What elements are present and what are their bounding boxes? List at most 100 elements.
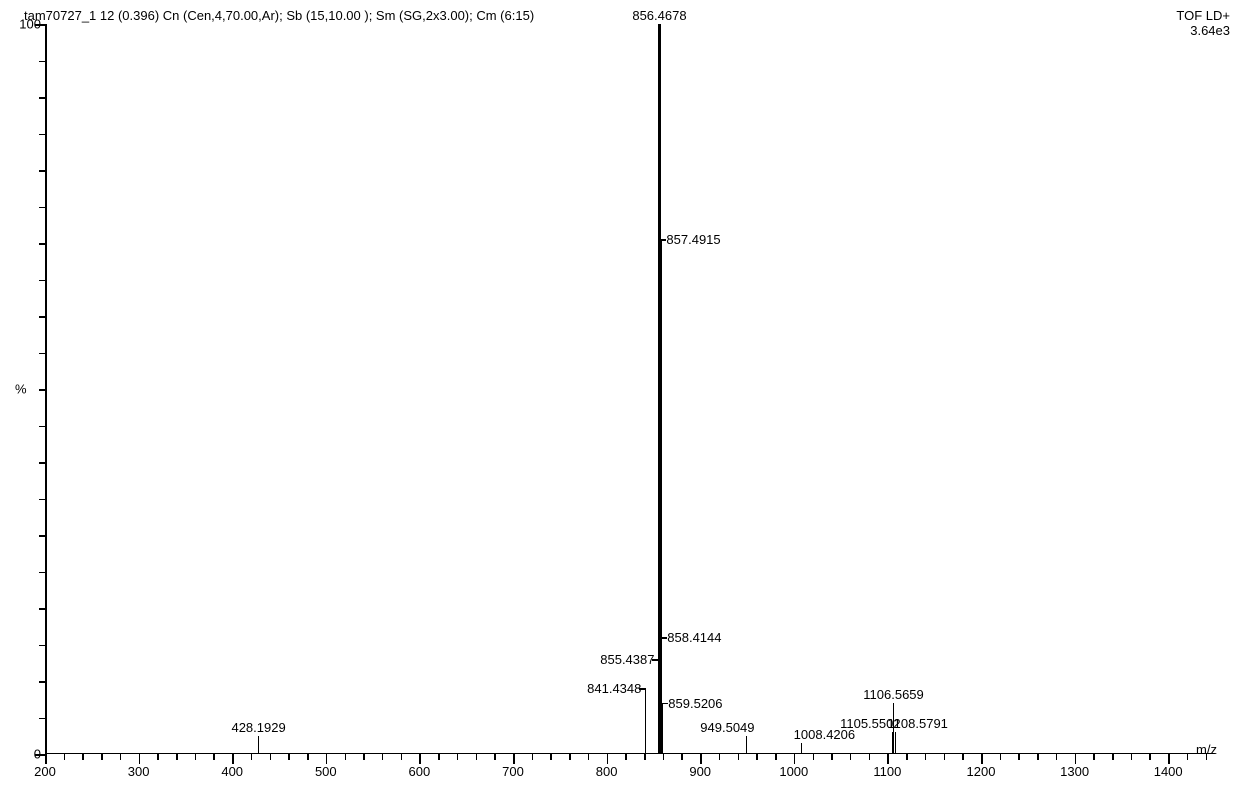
peak-label: 857.4915 bbox=[666, 232, 720, 247]
spectrum-container: tam70727_1 12 (0.396) Cn (Cen,4,70.00,Ar… bbox=[0, 0, 1240, 791]
x-minor-tick bbox=[120, 754, 122, 760]
x-minor-tick bbox=[1037, 754, 1039, 760]
x-major-tick bbox=[419, 754, 421, 764]
x-minor-tick bbox=[64, 754, 66, 760]
peak-label: 859.5206 bbox=[668, 696, 722, 711]
x-tick-label: 600 bbox=[409, 764, 431, 779]
y-minor-tick bbox=[39, 243, 45, 245]
x-minor-tick bbox=[906, 754, 908, 760]
x-minor-tick bbox=[195, 754, 197, 760]
x-tick-label: 1200 bbox=[967, 764, 996, 779]
y-minor-tick bbox=[39, 353, 45, 355]
peak-label: 1108.5791 bbox=[887, 716, 948, 731]
x-minor-tick bbox=[1000, 754, 1002, 760]
y-axis bbox=[45, 24, 47, 754]
x-minor-tick bbox=[644, 754, 646, 760]
x-minor-tick bbox=[494, 754, 496, 760]
x-tick-label: 200 bbox=[34, 764, 56, 779]
y-minor-tick bbox=[39, 681, 45, 683]
x-minor-tick bbox=[813, 754, 815, 760]
x-minor-tick bbox=[719, 754, 721, 760]
y-minor-tick bbox=[39, 572, 45, 574]
mass-peak bbox=[895, 732, 897, 754]
x-minor-tick bbox=[1187, 754, 1189, 760]
x-minor-tick bbox=[1206, 754, 1208, 760]
x-minor-tick bbox=[1112, 754, 1114, 760]
peak-leader bbox=[662, 703, 668, 705]
mass-peak bbox=[662, 703, 664, 754]
x-minor-tick bbox=[1056, 754, 1058, 760]
y-minor-tick bbox=[39, 426, 45, 428]
x-minor-tick bbox=[625, 754, 627, 760]
x-tick-label: 1300 bbox=[1060, 764, 1089, 779]
x-tick-label: 1000 bbox=[779, 764, 808, 779]
x-minor-tick bbox=[438, 754, 440, 760]
x-minor-tick bbox=[962, 754, 964, 760]
x-minor-tick bbox=[270, 754, 272, 760]
y-minor-tick bbox=[39, 462, 45, 464]
x-minor-tick bbox=[1131, 754, 1133, 760]
x-minor-tick bbox=[850, 754, 852, 760]
header-info-left: tam70727_1 12 (0.396) Cn (Cen,4,70.00,Ar… bbox=[24, 8, 534, 23]
x-minor-tick bbox=[775, 754, 777, 760]
peak-label: 949.5049 bbox=[700, 720, 754, 735]
x-minor-tick bbox=[869, 754, 871, 760]
y-minor-tick bbox=[39, 207, 45, 209]
mass-peak bbox=[746, 736, 748, 754]
x-minor-tick bbox=[569, 754, 571, 760]
peak-label: 856.4678 bbox=[632, 8, 686, 23]
y-tick-label: 0 bbox=[34, 747, 41, 762]
x-minor-tick bbox=[213, 754, 215, 760]
x-minor-tick bbox=[288, 754, 290, 760]
x-minor-tick bbox=[157, 754, 159, 760]
peak-label: 1106.5659 bbox=[863, 687, 924, 702]
x-major-tick bbox=[1168, 754, 1170, 764]
x-minor-tick bbox=[176, 754, 178, 760]
x-major-tick bbox=[45, 754, 47, 764]
peak-leader bbox=[639, 688, 645, 690]
x-tick-label: 800 bbox=[596, 764, 618, 779]
x-minor-tick bbox=[101, 754, 103, 760]
x-minor-tick bbox=[756, 754, 758, 760]
x-minor-tick bbox=[382, 754, 384, 760]
x-tick-label: 900 bbox=[689, 764, 711, 779]
mode-label: TOF LD+ bbox=[1176, 8, 1230, 23]
x-minor-tick bbox=[363, 754, 365, 760]
x-major-tick bbox=[887, 754, 889, 764]
x-minor-tick bbox=[82, 754, 84, 760]
y-minor-tick bbox=[39, 170, 45, 172]
x-minor-tick bbox=[476, 754, 478, 760]
x-major-tick bbox=[794, 754, 796, 764]
y-minor-tick bbox=[39, 535, 45, 537]
y-minor-tick bbox=[39, 499, 45, 501]
x-major-tick bbox=[607, 754, 609, 764]
y-axis-label: % bbox=[15, 382, 27, 397]
plot-area: m/z % 0100200300400500600700800900100011… bbox=[45, 24, 1215, 754]
x-minor-tick bbox=[457, 754, 459, 760]
x-minor-tick bbox=[345, 754, 347, 760]
x-minor-tick bbox=[663, 754, 665, 760]
peak-label: 841.4348 bbox=[587, 681, 641, 696]
y-minor-tick bbox=[39, 389, 45, 391]
x-major-tick bbox=[981, 754, 983, 764]
x-tick-label: 1100 bbox=[873, 764, 901, 779]
x-major-tick bbox=[1075, 754, 1077, 764]
x-minor-tick bbox=[550, 754, 552, 760]
peak-leader bbox=[661, 637, 667, 639]
x-minor-tick bbox=[1149, 754, 1151, 760]
y-minor-tick bbox=[39, 280, 45, 282]
y-minor-tick bbox=[39, 61, 45, 63]
x-minor-tick bbox=[1093, 754, 1095, 760]
x-tick-label: 300 bbox=[128, 764, 150, 779]
x-minor-tick bbox=[307, 754, 309, 760]
peak-label: 858.4144 bbox=[667, 630, 721, 645]
mass-peak bbox=[645, 688, 647, 754]
x-minor-tick bbox=[944, 754, 946, 760]
x-minor-tick bbox=[532, 754, 534, 760]
x-minor-tick bbox=[925, 754, 927, 760]
mass-peak bbox=[801, 743, 803, 754]
x-minor-tick bbox=[588, 754, 590, 760]
x-axis bbox=[45, 753, 1215, 755]
x-major-tick bbox=[700, 754, 702, 764]
peak-label: 428.1929 bbox=[231, 720, 285, 735]
